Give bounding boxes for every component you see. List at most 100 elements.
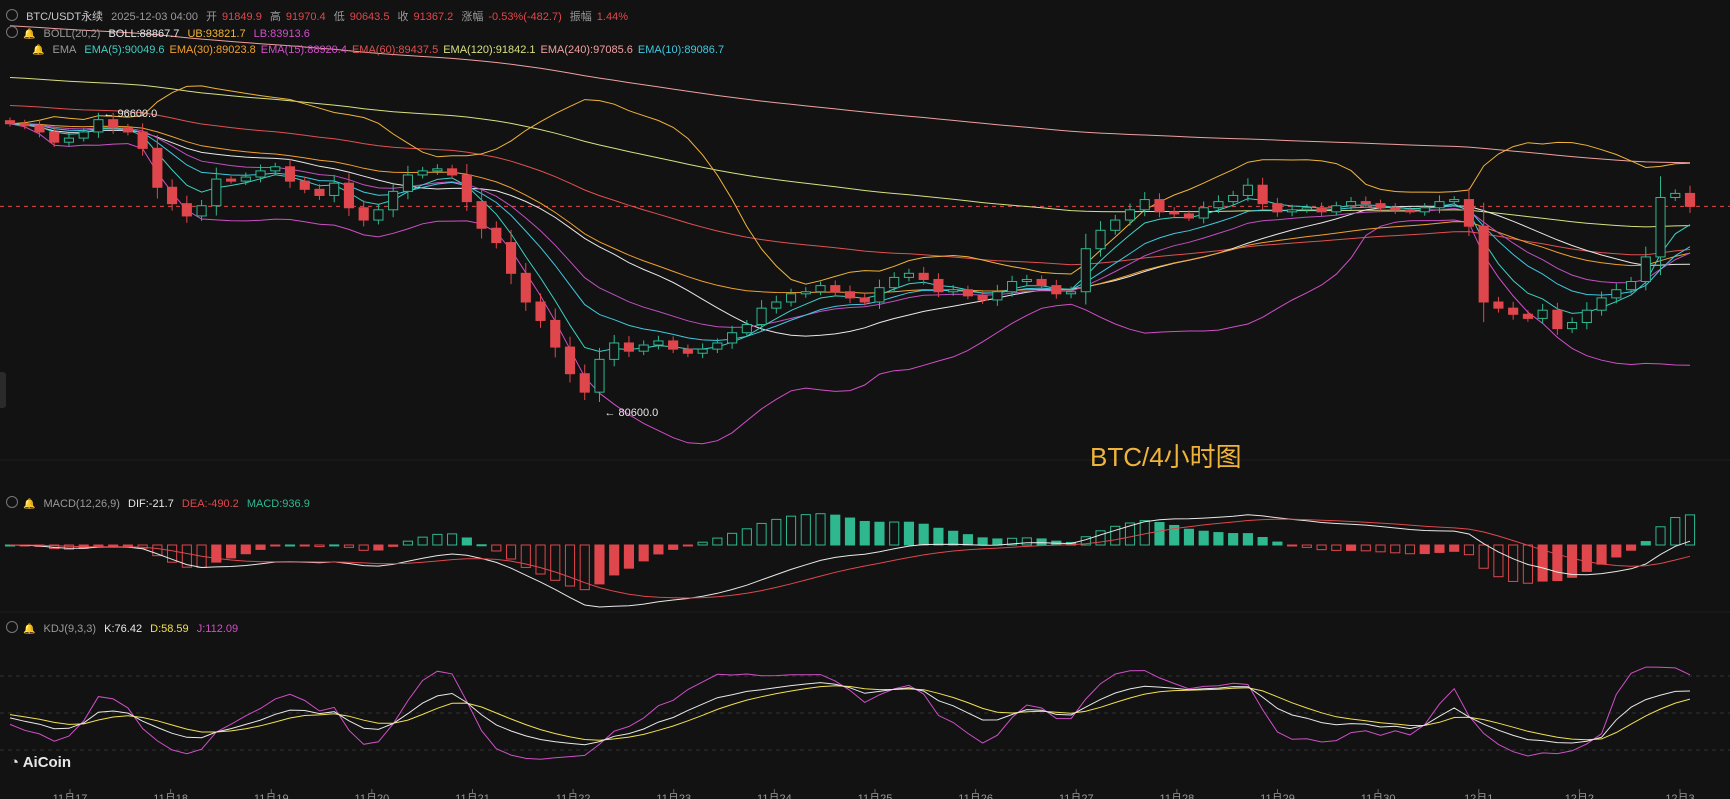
macd-histogram-bar <box>1183 528 1195 546</box>
collapse-icon[interactable] <box>6 621 18 633</box>
macd-histogram-bar <box>461 537 472 546</box>
macd-histogram-bar <box>1390 544 1401 554</box>
price-header: BTC/USDT永续 2025-12-03 04:00 开 91849.9 高 91… <box>6 9 633 24</box>
boll-upper-line <box>9 85 1691 285</box>
chart-watermark: BTC/4小时图 <box>1090 442 1242 472</box>
candle-body <box>1007 281 1018 293</box>
macd-histogram-bar <box>1655 526 1666 546</box>
candle-body <box>152 147 163 188</box>
macd-histogram-bar <box>933 527 944 546</box>
bell-icon[interactable]: 🔔 <box>32 45 45 56</box>
macd-histogram-bar <box>122 544 133 547</box>
collapse-icon[interactable] <box>6 26 18 38</box>
high-label: 高 <box>269 11 281 23</box>
macd-histogram-bar <box>1596 544 1607 565</box>
macd-histogram-bar <box>388 544 399 547</box>
candle-body <box>1463 199 1475 227</box>
macd-histogram-bar <box>1272 541 1283 546</box>
bell-icon[interactable]: 🔔 <box>23 29 36 40</box>
boll-mid-line <box>9 123 1691 337</box>
macd-histogram-bar <box>152 544 163 557</box>
macd-histogram-bar <box>962 534 973 546</box>
ema-legend-item: EMA(30):89023.8 <box>169 44 256 56</box>
macd-histogram-bar <box>1611 544 1622 558</box>
collapse-icon[interactable] <box>6 9 18 21</box>
close-value: 91367.2 <box>413 11 454 23</box>
kdj-k: K:76.42 <box>104 623 143 635</box>
candle-body <box>1124 209 1136 221</box>
macd-histogram-bar <box>1375 544 1386 553</box>
macd-histogram-bar <box>181 544 192 568</box>
bell-icon[interactable]: 🔔 <box>23 624 36 635</box>
candle-body <box>1095 229 1106 250</box>
candle-body <box>343 182 355 209</box>
x-tick-label: 12月3 <box>1665 793 1694 799</box>
candle-body <box>1213 201 1224 209</box>
candle-body <box>535 301 546 321</box>
macd-histogram-bar <box>255 544 266 550</box>
ema-legend: 🔔 EMA EMA(5):90049.6 EMA(30):89023.8 EMA(1… <box>6 43 729 58</box>
candle-body <box>432 168 443 172</box>
macd-histogram-bar <box>505 544 517 560</box>
candle-body <box>1596 297 1607 311</box>
macd-histogram-bar <box>240 544 251 555</box>
macd-histogram-bar <box>1036 538 1047 546</box>
candle-body <box>78 131 89 139</box>
macd-histogram-bar <box>432 533 443 546</box>
macd-histogram-bar <box>1581 544 1592 572</box>
candle-body <box>1449 199 1460 203</box>
macd-legend: 🔔 MACD(12,26,9) DIF:-21.7 DEA:-490.2 MAC… <box>6 496 315 512</box>
macd-histogram-bar <box>918 523 929 546</box>
candle-body <box>815 285 826 293</box>
candle-body <box>1301 207 1312 211</box>
x-tick-label: 11月25 <box>858 793 893 799</box>
macd-histogram-bar <box>1124 522 1136 546</box>
candle-body <box>93 119 104 133</box>
candle-body <box>756 307 767 326</box>
candle-body <box>697 348 708 354</box>
candle-body <box>505 242 517 274</box>
macd-histogram-bar <box>800 514 811 546</box>
candle-body <box>1390 207 1401 211</box>
macd-histogram-bar <box>314 544 325 548</box>
macd-histogram-bar <box>1345 544 1357 551</box>
ema60-line <box>9 105 1691 266</box>
candle-body <box>1242 184 1253 196</box>
candle-body <box>1684 192 1696 207</box>
macd-histogram-bar <box>1508 544 1519 582</box>
macd-histogram-bar <box>1287 544 1298 547</box>
macd-histogram-bar <box>859 520 870 546</box>
macd-histogram-bar <box>1434 544 1445 553</box>
kdj-j-line <box>9 666 1691 760</box>
collapse-icon[interactable] <box>6 496 18 508</box>
macd-histogram-bar <box>447 533 458 546</box>
macd-histogram-bar <box>1463 544 1475 556</box>
macd-histogram-bar <box>550 544 561 581</box>
candle-body <box>417 170 428 176</box>
ema-legend-item: EMA(15):88920.4 <box>260 44 347 56</box>
macd-histogram-bar <box>564 544 576 587</box>
candle-body <box>1478 225 1489 303</box>
candle-body <box>962 289 973 297</box>
macd-histogram-bar <box>1007 537 1018 546</box>
candle-body <box>225 178 237 182</box>
macd-histogram-bar <box>1419 544 1430 555</box>
kdj-panel <box>9 666 1691 760</box>
macd-histogram-bar <box>771 518 782 546</box>
candle-body <box>63 137 75 143</box>
macd-histogram-bar <box>609 544 620 576</box>
candle-body <box>638 344 649 352</box>
candle-body <box>1434 201 1445 209</box>
macd-histogram-bar <box>284 544 296 547</box>
ema-legend-item: EMA(240):97085.6 <box>540 44 633 56</box>
macd-histogram-bar <box>520 544 531 568</box>
macd-histogram-bar <box>93 544 104 547</box>
macd-histogram-bar <box>63 544 75 550</box>
macd-histogram-bar <box>756 522 767 546</box>
candle-body <box>1640 256 1651 283</box>
candle-body <box>1655 197 1666 258</box>
candle-body <box>1493 301 1504 309</box>
side-panel-toggle[interactable] <box>0 372 6 408</box>
x-axis: 11月17 11月18 11月19 11月20 11月21 11月22 11月23 11月24… <box>53 789 1695 799</box>
bell-icon[interactable]: 🔔 <box>23 499 36 510</box>
